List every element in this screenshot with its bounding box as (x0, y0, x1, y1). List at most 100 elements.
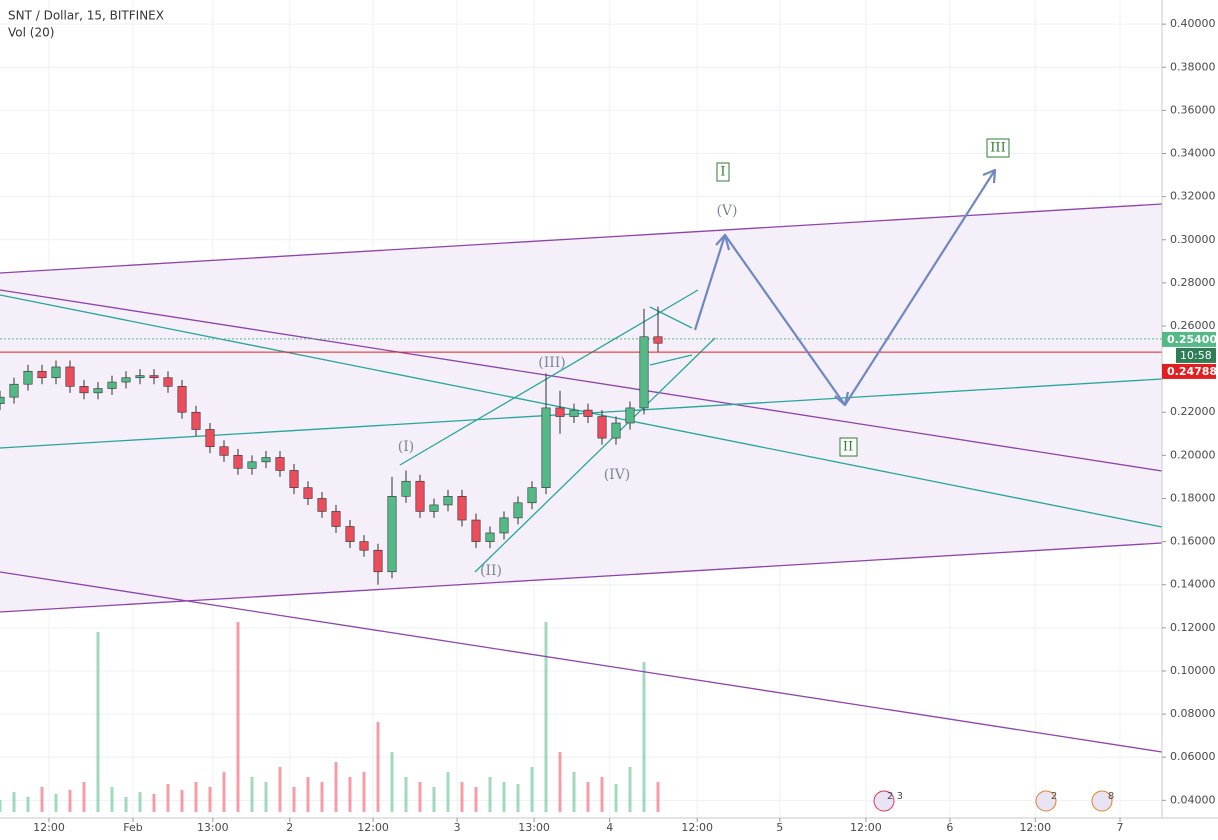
trendline (0, 203, 1163, 274)
candle-body (149, 375, 159, 379)
volume-bar (236, 622, 240, 812)
volume-bar (320, 782, 324, 812)
candle-body (135, 375, 145, 379)
volume-bar (488, 777, 492, 812)
candle-body (359, 541, 369, 551)
x-tick-label: 12:00 (850, 821, 882, 834)
y-tick-label: 0.28000 (1170, 276, 1216, 289)
y-tick-label: 0.34000 (1170, 147, 1216, 160)
y-tick-label: 0.40000 (1170, 17, 1216, 30)
y-tick-label: 0.26000 (1170, 319, 1216, 332)
candle-body (415, 480, 425, 512)
candle-body (219, 446, 229, 456)
candle-body (9, 383, 19, 398)
candle-body (611, 422, 621, 439)
volume-bar (348, 777, 352, 812)
y-tick-label: 0.08000 (1170, 707, 1216, 720)
trendline (649, 354, 693, 366)
trendline (0, 571, 1163, 753)
event-label: 2 (1051, 791, 1057, 802)
volume-bar (656, 782, 660, 812)
volume-bar (572, 772, 576, 812)
trendline (649, 306, 693, 329)
volume-bar (138, 792, 142, 812)
wave-label: I (720, 165, 725, 180)
x-tick-label: 13:00 (197, 821, 229, 834)
candle-body (37, 370, 47, 379)
y-tick-label: 0.06000 (1170, 750, 1216, 763)
volume-bar (82, 782, 86, 812)
volume-bar (12, 792, 16, 812)
volume-bar (516, 784, 520, 812)
wave-labels: (I) (II) (III) (IV) (V) I II III (398, 138, 1010, 579)
volume-bar (194, 782, 198, 812)
volume-bar (586, 782, 590, 812)
volume-bar (306, 777, 310, 812)
volume-bar (26, 797, 30, 812)
candle-body (345, 526, 355, 542)
volume-bar (166, 784, 170, 812)
candle-body (163, 377, 173, 387)
y-tick-label: 0.22000 (1170, 405, 1216, 418)
wave-box (986, 138, 1010, 158)
x-tick-label: 4 (606, 821, 613, 834)
candle-body (247, 461, 257, 469)
trendlines (0, 203, 1163, 753)
candle-body (443, 496, 453, 506)
candle-body (499, 517, 509, 534)
candle-body (513, 502, 523, 519)
volume-bar (530, 767, 534, 812)
volume-bar (474, 787, 478, 812)
event-label: 8 (1108, 791, 1114, 802)
event-badge (1091, 790, 1113, 812)
candle-body (205, 429, 215, 448)
volume-bar (124, 797, 128, 812)
candle-body (569, 409, 579, 417)
chart-title: SNT / Dollar, 15, BITFINEX (8, 9, 164, 23)
candle-body (93, 388, 103, 394)
volume-bar (446, 772, 450, 812)
volume-bar (362, 772, 366, 812)
event-badges: 2 3 2 8 (873, 790, 1114, 812)
y-tick-label: 0.38000 (1170, 60, 1216, 73)
price-tag (1162, 331, 1216, 347)
x-tick-label: 12:00 (357, 821, 389, 834)
volume-bar (250, 777, 254, 812)
candle-body (597, 416, 607, 439)
x-tick-label: Feb (123, 821, 142, 834)
wave-label: (I) (398, 439, 414, 455)
trendline (474, 337, 716, 573)
event-badge (873, 790, 895, 812)
x-tick-label: 12:00 (681, 821, 713, 834)
volume-bar (96, 632, 100, 812)
volume-bar (614, 784, 618, 812)
volume (0, 622, 660, 812)
arrow-head (834, 391, 850, 407)
candle-body (387, 496, 397, 573)
candle-body (233, 455, 243, 469)
trendline (0, 294, 1163, 528)
x-tick-label: 13:00 (518, 821, 550, 834)
candle-body (51, 366, 61, 379)
projection (693, 168, 997, 407)
wave-label: II (843, 440, 853, 455)
candle-body (471, 519, 481, 542)
volume-bar (502, 782, 506, 812)
candle-body (317, 498, 327, 512)
candle-body (653, 336, 663, 344)
wave-label: (V) (716, 203, 737, 219)
volume-bar (600, 777, 604, 812)
x-tick-label: 3 (454, 821, 461, 834)
y-tick-label: 0.14000 (1170, 578, 1216, 591)
trendline (0, 542, 1163, 613)
candle-body (191, 411, 201, 430)
volume-bar (334, 762, 338, 812)
trendline (0, 378, 1163, 449)
candle-body (23, 370, 33, 385)
candle-body (625, 407, 635, 424)
countdown-tag (1176, 347, 1216, 363)
volume-bar (404, 777, 408, 812)
volume-bar (292, 787, 296, 812)
volume-bar (390, 752, 394, 812)
